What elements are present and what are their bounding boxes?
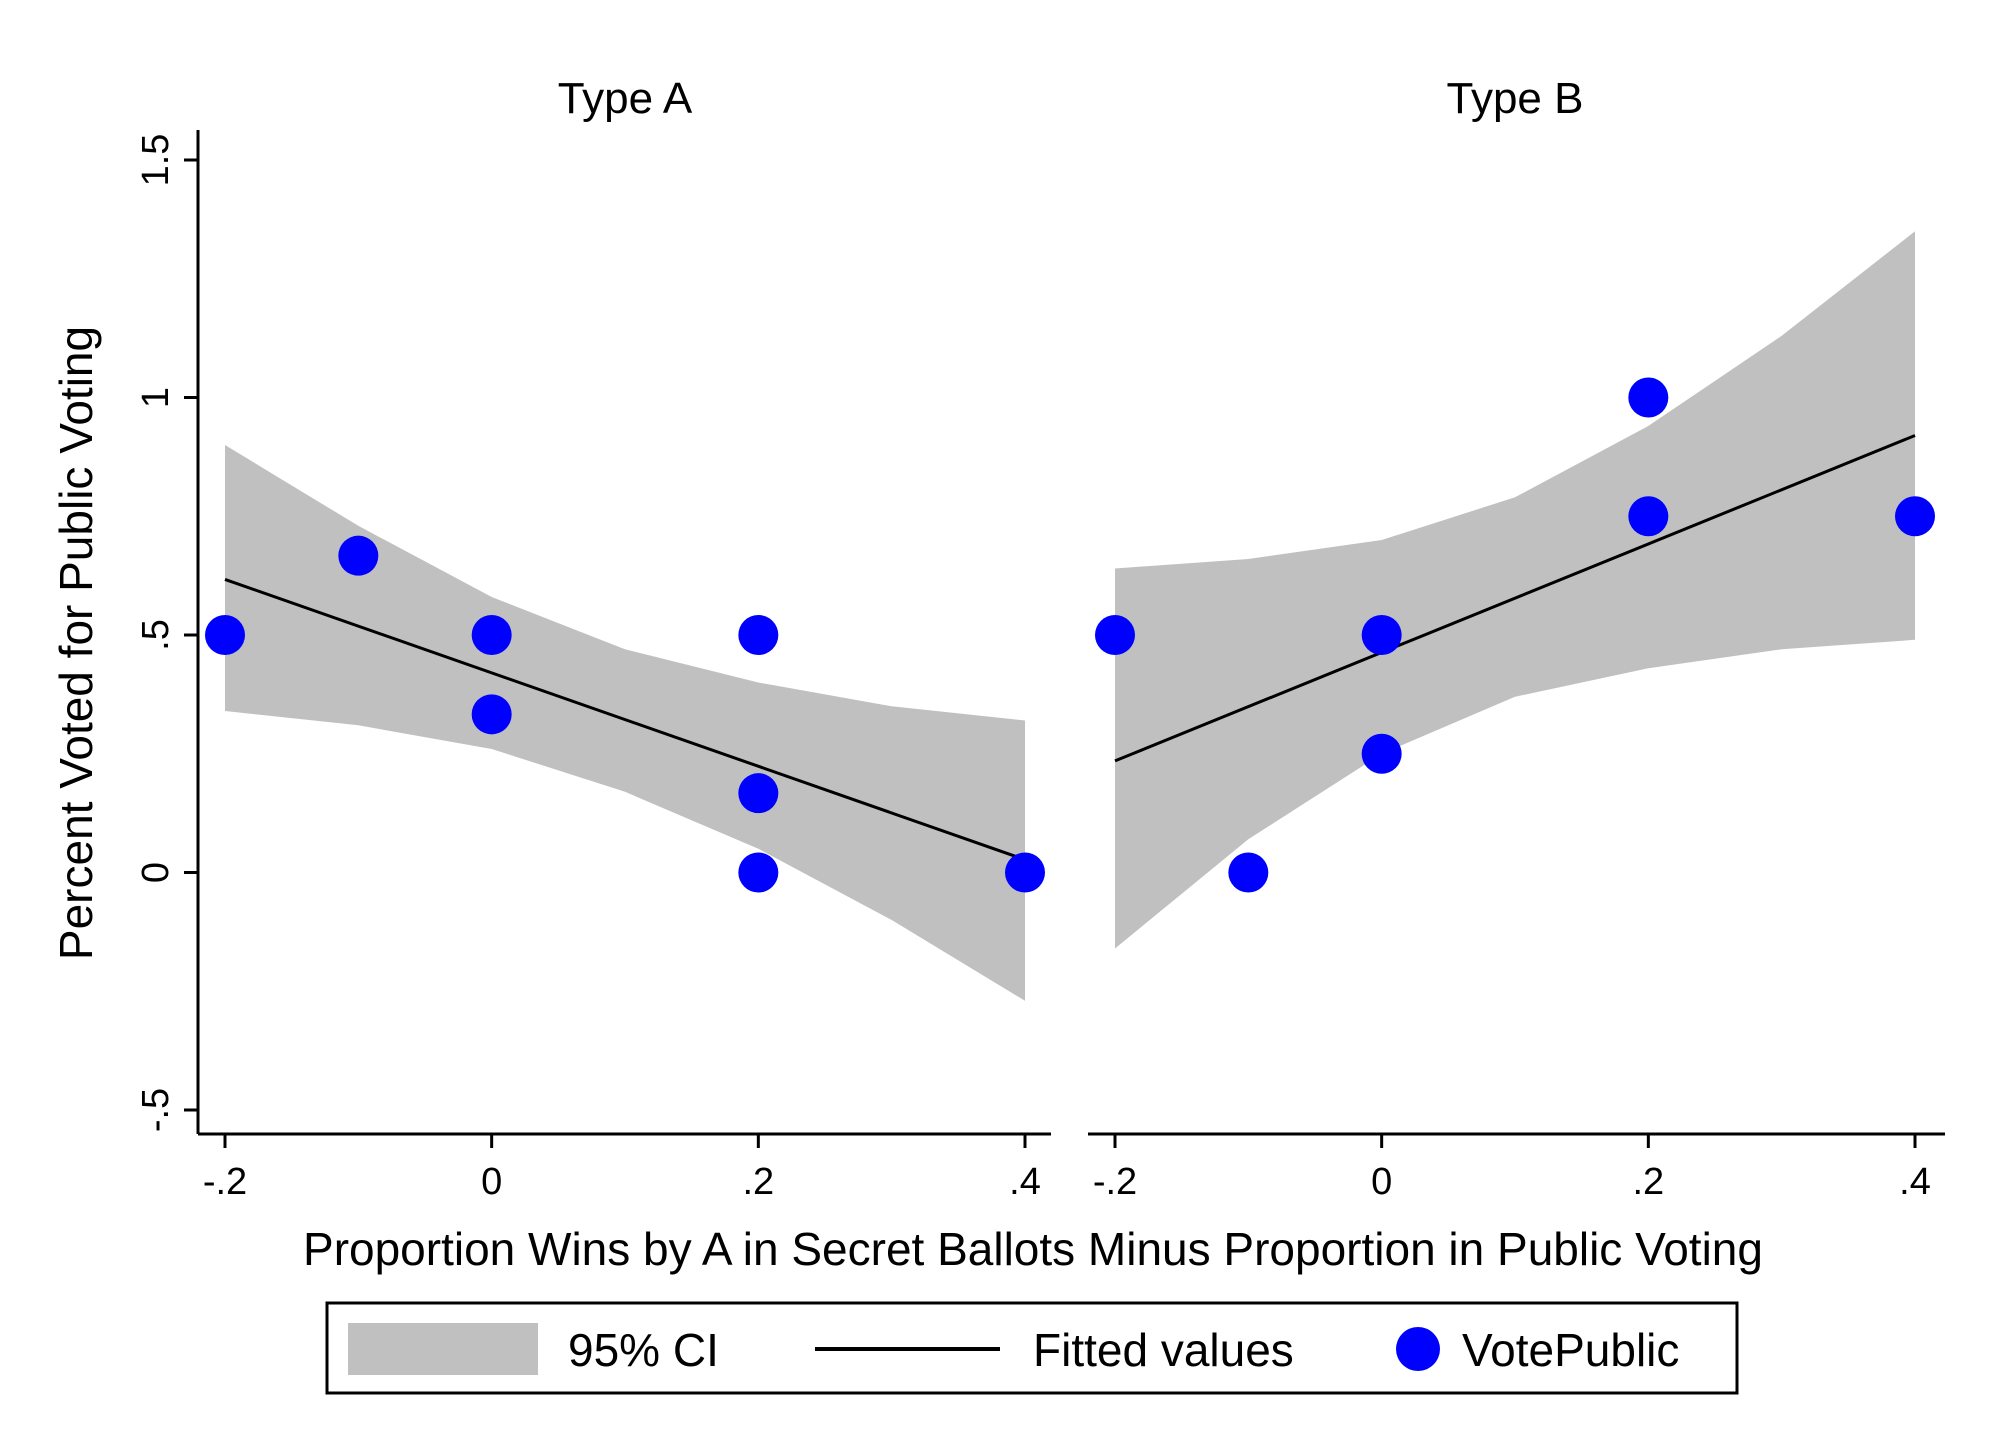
y-axis-title: Percent Voted for Public Voting [50, 326, 102, 960]
legend-frame [325, 1301, 1739, 1395]
panel-a-point-4 [738, 615, 779, 655]
panel-a-point-3 [471, 694, 512, 735]
panel-a-point-5 [738, 773, 779, 814]
panel-a-x-tick-label-0: -.2 [203, 1161, 247, 1203]
panel-b-x-tick-label-1: 0 [1371, 1161, 1392, 1203]
legend-ci-label: 95% CI [568, 1324, 719, 1376]
legend-fitted-label: Fitted values [1033, 1324, 1294, 1376]
panel-a-x-tick-label-3: .4 [1009, 1161, 1041, 1203]
panel-b-point-0 [1095, 615, 1135, 655]
panel-a-point-2 [471, 615, 512, 655]
panel-a-point-1 [338, 535, 379, 576]
panel-b-point-6 [1895, 496, 1935, 537]
legend-votepublic-swatch [1396, 1327, 1440, 1371]
panel-b-point-5 [1628, 496, 1669, 537]
panel-a-y-tick-label-1: 0 [135, 862, 177, 883]
panel-b-ci-band [1115, 231, 1915, 949]
panel-b-point-1 [1228, 852, 1269, 893]
panel-b-x-tick-label-0: -.2 [1093, 1161, 1137, 1203]
legend-votepublic-label: VotePublic [1462, 1324, 1679, 1376]
panel-a-y-tick-label-3: 1 [135, 387, 177, 408]
panel-a-point-0 [205, 615, 245, 655]
panel-a-y-tick-label-0: -.5 [135, 1088, 177, 1132]
panel-b-fitted-line [1114, 434, 1916, 763]
panel-a: Type A -.2 0 .2 .4 -.5 0 .5 1 1.5 [135, 74, 1051, 1203]
panel-b-x-tick-label-3: .4 [1899, 1161, 1931, 1203]
panel-b-point-4 [1628, 377, 1669, 418]
panel-a-y-tick-label-4: 1.5 [135, 134, 177, 187]
panel-a-x-tick-label-1: 0 [481, 1161, 502, 1203]
panel-a-point-6 [738, 852, 779, 893]
panel-a-fitted-line [224, 578, 1026, 862]
x-axis-title: Proportion Wins by A in Secret Ballots M… [303, 1223, 1763, 1275]
panel-b-title: Type B [1447, 74, 1584, 123]
panel-b-point-2 [1361, 615, 1402, 655]
panel-a-x-tick-label-2: .2 [742, 1161, 774, 1203]
panel-b-point-3 [1361, 733, 1402, 774]
panel-a-point-7 [1005, 852, 1045, 893]
legend-ci-swatch [348, 1323, 538, 1375]
chart-legend: 95% CI Fitted values VotePublic [325, 1301, 1739, 1395]
panel-a-y-tick-label-2: .5 [135, 619, 177, 651]
chart-panels: Type A -.2 0 .2 .4 -.5 0 .5 1 1.5 Type B -.2 0 .2 .4 [135, 74, 1945, 1203]
panel-b-x-tick-label-2: .2 [1632, 1161, 1664, 1203]
panel-a-ci-band [225, 445, 1025, 1001]
panel-b: Type B -.2 0 .2 .4 [1088, 74, 1945, 1203]
panel-a-title: Type A [558, 74, 693, 123]
